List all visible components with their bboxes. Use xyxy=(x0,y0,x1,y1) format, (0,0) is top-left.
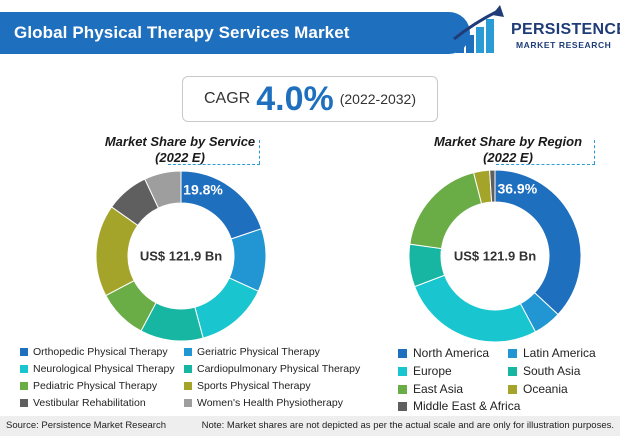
cagr-value: 4.0% xyxy=(256,80,334,118)
legend-label: Cardiopulmonary Physical Therapy xyxy=(197,363,361,375)
legend-label: East Asia xyxy=(413,382,464,396)
footer-bar: Source: Persistence Market Research Note… xyxy=(0,416,620,436)
legend-item: Pediatric Physical Therapy xyxy=(20,380,157,392)
legend-label: Orthopedic Physical Therapy xyxy=(33,346,168,358)
legend-item: Sports Physical Therapy xyxy=(184,380,311,392)
legend-label: Europe xyxy=(413,364,452,378)
legend-label: North America xyxy=(413,346,490,360)
legend-item: Orthopedic Physical Therapy xyxy=(20,346,168,358)
legend-swatch xyxy=(184,348,192,356)
legend-item: Cardiopulmonary Physical Therapy xyxy=(184,363,360,375)
legend-item: Neurological Physical Therapy xyxy=(20,363,175,375)
donut-slice xyxy=(494,169,582,316)
logo-arrow-icon xyxy=(453,5,504,53)
legend-swatch xyxy=(20,399,28,407)
legend-swatch xyxy=(20,382,28,390)
donut-center-label: US$ 121.9 Bn xyxy=(454,249,536,264)
legend-label: Middle East & Africa xyxy=(413,399,521,413)
region-title-dash-vertical xyxy=(594,140,595,164)
legend-label: Neurological Physical Therapy xyxy=(33,363,175,375)
legend-swatch xyxy=(20,365,28,373)
service-title-dash-vertical xyxy=(259,140,260,164)
legend-swatch xyxy=(398,348,407,358)
legend-label: Geriatric Physical Therapy xyxy=(197,346,320,358)
service-title-dash-horizontal xyxy=(168,164,260,165)
legend-item: Middle East & Africa xyxy=(398,399,520,413)
donut-slice xyxy=(194,277,260,339)
legend-item: Women's Health Physiotherapy xyxy=(184,397,343,409)
service-donut: US$ 121.9 Bn 19.8% xyxy=(95,170,267,342)
legend-swatch xyxy=(184,365,192,373)
legend-item: Latin America xyxy=(508,346,596,360)
donut-value-label: 36.9% xyxy=(497,181,537,197)
legend-item: North America xyxy=(398,346,489,360)
donut-slice xyxy=(489,169,496,203)
legend-item: Europe xyxy=(398,364,452,378)
legend-item: Geriatric Physical Therapy xyxy=(184,346,320,358)
service-chart-title: Market Share by Service xyxy=(104,134,256,149)
legend-swatch xyxy=(184,399,192,407)
legend-label: Vestibular Rehabilitation xyxy=(33,397,146,409)
donut-value-label: 19.8% xyxy=(183,181,223,197)
legend-label: Women's Health Physiotherapy xyxy=(197,397,343,409)
page-title: Global Physical Therapy Services Market xyxy=(14,23,350,42)
donut-slice xyxy=(414,274,537,343)
logo-name: PERSISTENCE xyxy=(511,21,620,38)
service-chart-title-block: Market Share by Service (2022 E) xyxy=(100,134,260,166)
donut-slice xyxy=(409,172,483,250)
region-title-dash-horizontal xyxy=(496,164,595,165)
header-banner: Global Physical Therapy Services Market xyxy=(0,12,470,54)
region-donut: US$ 121.9 Bn 36.9% xyxy=(408,169,582,343)
legend-label: Oceania xyxy=(523,382,568,396)
legend-swatch xyxy=(20,348,28,356)
footer-source: Source: Persistence Market Research xyxy=(6,420,166,431)
region-chart-subtitle: (2022 E) xyxy=(483,150,533,165)
legend-swatch xyxy=(508,366,517,376)
legend-swatch xyxy=(398,401,407,411)
legend-swatch xyxy=(398,366,407,376)
service-chart-subtitle: (2022 E) xyxy=(155,150,205,165)
legend-item: South Asia xyxy=(508,364,580,378)
cagr-period: (2022-2032) xyxy=(339,91,416,107)
logo-subtitle: MARKET RESEARCH xyxy=(516,40,612,50)
legend-swatch xyxy=(508,384,517,394)
legend-label: South Asia xyxy=(523,364,581,378)
cagr-box: CAGR 4.0% (2022-2032) xyxy=(182,76,438,122)
legend-item: Oceania xyxy=(508,382,568,396)
footer-note: Note: Market shares are not depicted as … xyxy=(201,420,614,431)
legend-swatch xyxy=(508,348,517,358)
legend-swatch xyxy=(398,384,407,394)
donut-center-label: US$ 121.9 Bn xyxy=(140,249,222,264)
legend-item: East Asia xyxy=(398,382,463,396)
region-chart-title: Market Share by Region xyxy=(433,134,583,149)
cagr-label: CAGR xyxy=(203,90,251,107)
legend-label: Latin America xyxy=(523,346,596,360)
region-chart-title-block: Market Share by Region (2022 E) xyxy=(428,134,588,166)
legend-label: Pediatric Physical Therapy xyxy=(33,380,158,392)
legend-swatch xyxy=(184,382,192,390)
legend-item: Vestibular Rehabilitation xyxy=(20,397,146,409)
donut-slice xyxy=(144,170,182,209)
legend-label: Sports Physical Therapy xyxy=(197,380,311,392)
